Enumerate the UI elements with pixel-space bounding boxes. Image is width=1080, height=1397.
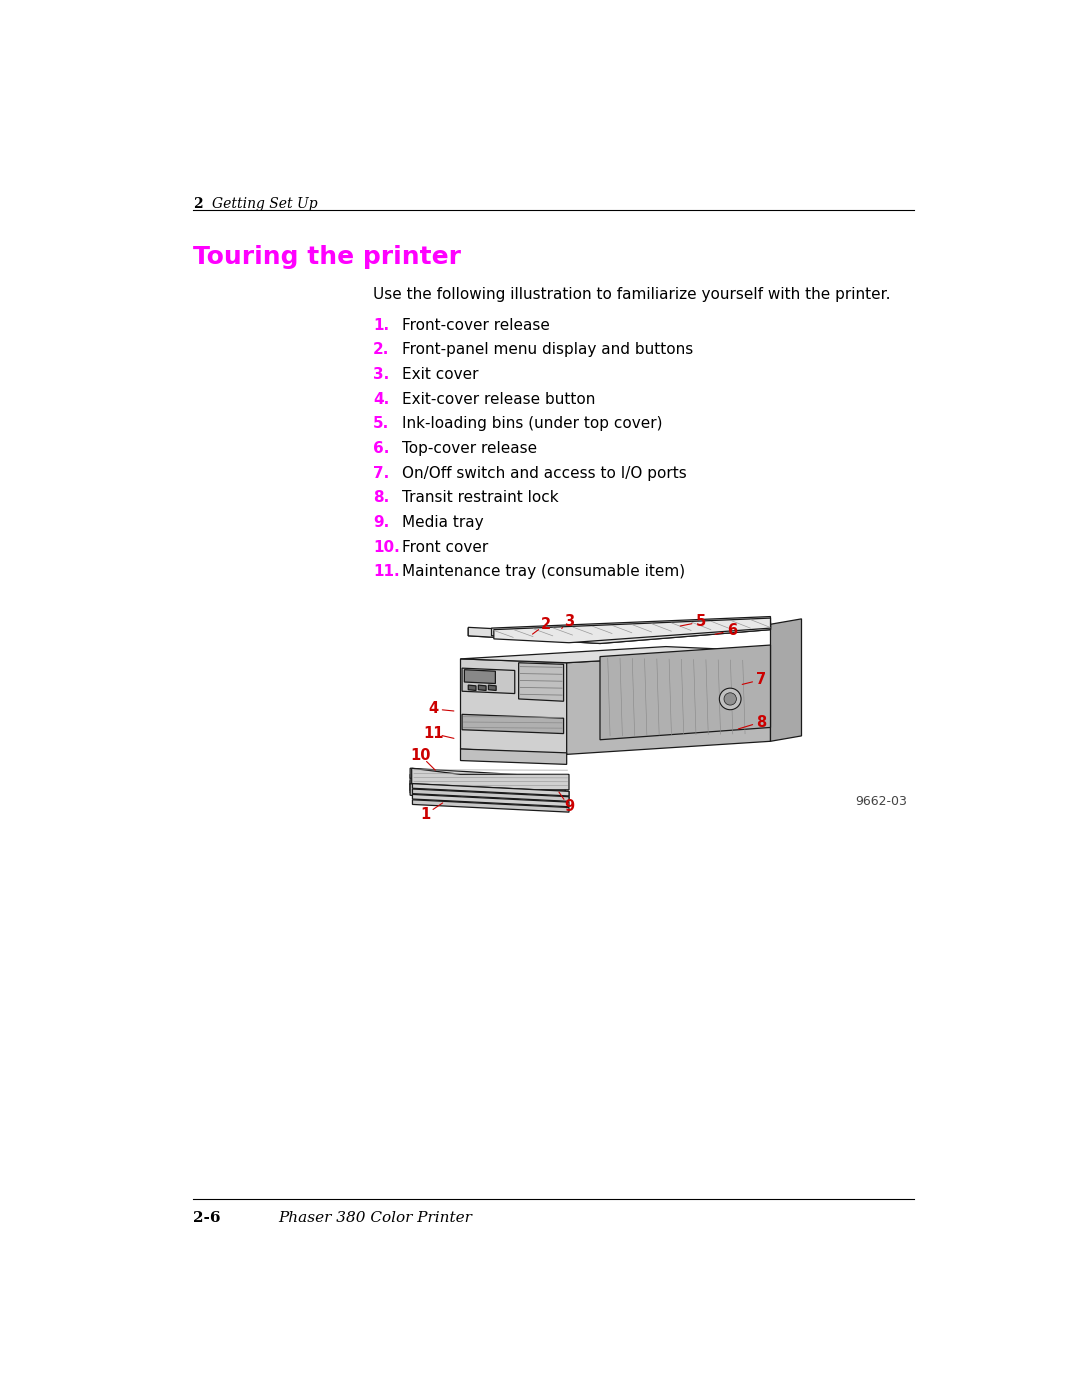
Text: 3.: 3.: [373, 367, 389, 381]
Polygon shape: [518, 662, 564, 701]
Polygon shape: [460, 647, 770, 662]
Text: 11: 11: [423, 726, 444, 740]
Polygon shape: [600, 645, 770, 740]
Text: Media tray: Media tray: [403, 515, 484, 529]
Polygon shape: [413, 800, 569, 812]
Text: Touring the printer: Touring the printer: [193, 244, 461, 268]
Text: 2: 2: [541, 616, 551, 631]
Polygon shape: [478, 685, 486, 690]
Text: Top-cover release: Top-cover release: [403, 441, 538, 455]
Text: 6: 6: [727, 623, 737, 638]
Text: 5: 5: [696, 615, 706, 630]
Polygon shape: [460, 749, 567, 764]
Polygon shape: [469, 624, 770, 644]
Text: 11.: 11.: [373, 564, 400, 580]
Polygon shape: [411, 768, 569, 789]
Text: Front-panel menu display and buttons: Front-panel menu display and buttons: [403, 342, 693, 358]
Text: 7: 7: [756, 672, 767, 687]
Polygon shape: [410, 784, 460, 803]
Text: 10: 10: [410, 747, 431, 763]
Polygon shape: [410, 774, 565, 793]
Text: 10.: 10.: [373, 539, 400, 555]
Polygon shape: [491, 616, 770, 636]
Polygon shape: [410, 781, 565, 800]
Text: On/Off switch and access to I/O ports: On/Off switch and access to I/O ports: [403, 465, 687, 481]
Polygon shape: [413, 784, 569, 796]
Text: Use the following illustration to familiarize yourself with the printer.: Use the following illustration to famili…: [373, 286, 890, 302]
Text: 9.: 9.: [373, 515, 389, 529]
Polygon shape: [413, 789, 569, 802]
Polygon shape: [413, 795, 569, 806]
Text: 3: 3: [564, 613, 575, 629]
Text: Front cover: Front cover: [403, 539, 488, 555]
Text: Exit-cover release button: Exit-cover release button: [403, 391, 596, 407]
Circle shape: [719, 689, 741, 710]
Polygon shape: [469, 622, 770, 644]
Polygon shape: [462, 668, 515, 693]
Polygon shape: [494, 617, 770, 643]
Text: 1: 1: [420, 807, 431, 821]
Polygon shape: [460, 659, 567, 754]
Circle shape: [724, 693, 737, 705]
Polygon shape: [410, 784, 569, 800]
Text: 4: 4: [429, 701, 438, 717]
Text: Front-cover release: Front-cover release: [403, 317, 550, 332]
Text: 8: 8: [756, 714, 767, 729]
Polygon shape: [567, 651, 770, 754]
Text: Ink-loading bins (under top cover): Ink-loading bins (under top cover): [403, 416, 663, 432]
Text: 2: 2: [193, 197, 203, 211]
Polygon shape: [410, 768, 565, 788]
Text: 9: 9: [564, 799, 575, 814]
Text: 9662-03: 9662-03: [855, 795, 907, 809]
Text: Maintenance tray (consumable item): Maintenance tray (consumable item): [403, 564, 686, 580]
Text: 1.: 1.: [373, 317, 389, 332]
Text: 2-6: 2-6: [193, 1211, 220, 1225]
Text: Getting Set Up: Getting Set Up: [213, 197, 319, 211]
Text: 7.: 7.: [373, 465, 389, 481]
Text: Transit restraint lock: Transit restraint lock: [403, 490, 559, 506]
Polygon shape: [462, 714, 564, 733]
Text: 6.: 6.: [373, 441, 389, 455]
Polygon shape: [770, 619, 801, 742]
Polygon shape: [464, 669, 496, 683]
Text: 8.: 8.: [373, 490, 389, 506]
Polygon shape: [488, 685, 496, 690]
Text: 5.: 5.: [373, 416, 389, 432]
Text: 2.: 2.: [373, 342, 389, 358]
Text: Phaser 380 Color Printer: Phaser 380 Color Printer: [279, 1211, 472, 1225]
Polygon shape: [469, 685, 476, 690]
Text: 4.: 4.: [373, 391, 389, 407]
Text: Exit cover: Exit cover: [403, 367, 478, 381]
